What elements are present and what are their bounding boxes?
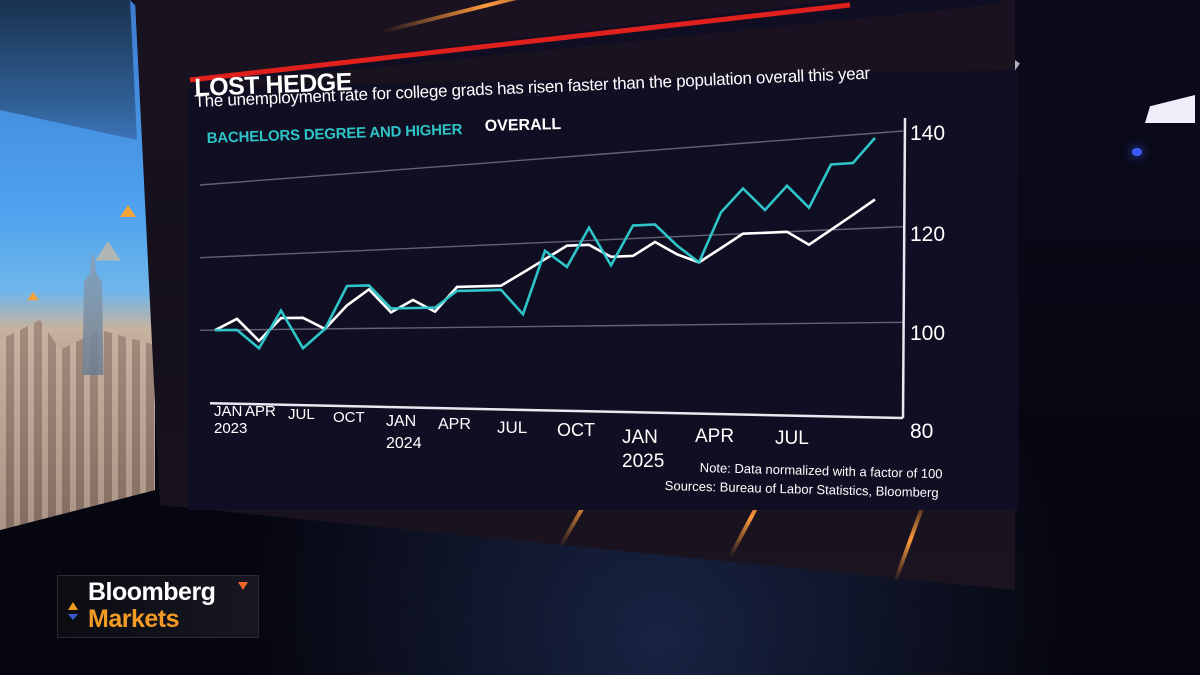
y-tick-140: 140 bbox=[910, 122, 946, 145]
series-bachelors-line bbox=[214, 137, 876, 351]
bloomberg-markets-logo: Bloomberg Markets bbox=[57, 575, 259, 638]
x-tick: APR bbox=[695, 426, 735, 447]
y-tick-120: 120 bbox=[910, 223, 946, 246]
faded-triangle-icon bbox=[95, 241, 121, 261]
orange-triangle-icon bbox=[120, 205, 136, 217]
x-tick: OCT bbox=[557, 420, 595, 440]
x-tick: JUL bbox=[497, 418, 528, 437]
chart-card bbox=[188, 70, 1018, 510]
x-tick: JAN 2023 bbox=[214, 403, 248, 437]
y-tick-100: 100 bbox=[910, 322, 946, 345]
logo-bloomberg-text: Bloomberg bbox=[88, 578, 216, 606]
up-triangle-icon bbox=[68, 602, 78, 610]
logo-markets-text: Markets bbox=[88, 605, 180, 633]
x-tick: JAN 2025 bbox=[622, 427, 665, 472]
x-tick: JAN 2024 bbox=[386, 413, 422, 452]
x-tick: OCT bbox=[333, 409, 365, 426]
x-tick: APR bbox=[245, 403, 276, 420]
down-triangle-icon bbox=[68, 614, 78, 620]
y-tick-80: 80 bbox=[910, 420, 934, 443]
series-overall-line bbox=[214, 198, 876, 343]
skyscraper bbox=[82, 255, 104, 375]
x-tick: JUL bbox=[288, 406, 315, 423]
down-triangle-icon bbox=[238, 582, 248, 590]
orange-triangle-icon bbox=[27, 291, 39, 301]
x-tick: JUL bbox=[775, 428, 809, 449]
blue-indicator-light bbox=[1132, 148, 1142, 156]
city-skyline bbox=[0, 320, 155, 530]
x-tick: APR bbox=[438, 416, 471, 433]
